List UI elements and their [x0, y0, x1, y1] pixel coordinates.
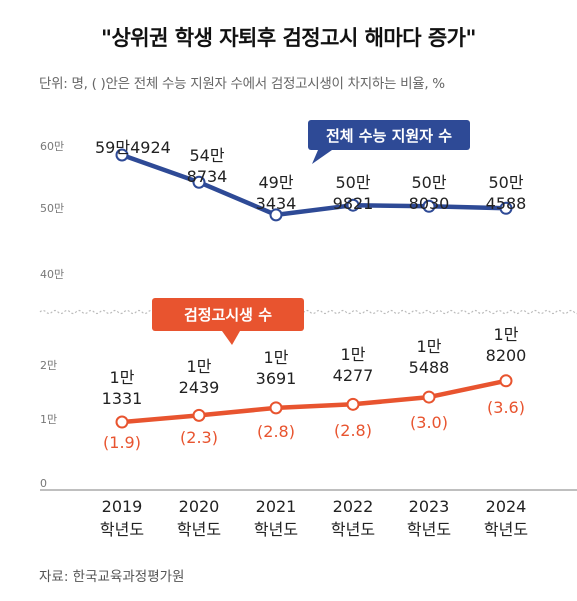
data-label-applicants: 50만	[335, 173, 370, 192]
legend-badge-ged	[152, 298, 304, 331]
data-label-ged: 1만	[494, 325, 519, 344]
x-tick-label: 학년도	[100, 520, 144, 539]
data-label-applicants: 3434	[256, 194, 297, 213]
data-label-applicants: 54만	[189, 146, 224, 165]
percent-label: (3.0)	[410, 413, 448, 432]
data-label-applicants: 50만	[488, 173, 523, 192]
data-label-ged: 5488	[409, 358, 450, 377]
y-tick-label: 40만	[40, 268, 64, 281]
data-label-ged: 1만	[264, 348, 289, 367]
chart-title: "상위권 학생 자퇴후 검정고시 해마다 증가"	[101, 26, 476, 50]
data-label-applicants: 49만	[258, 173, 293, 192]
series-line-ged	[121, 378, 507, 425]
data-point-applicants	[499, 201, 513, 215]
y-tick-label: 2만	[40, 359, 57, 372]
data-label-ged: 8200	[486, 346, 527, 365]
data-label-ged: 2439	[179, 378, 220, 397]
x-tick-label: 2022	[333, 497, 374, 516]
data-point-ged	[192, 408, 206, 422]
data-label-ged: 1만	[187, 357, 212, 376]
data-label-applicants: 8734	[187, 167, 228, 186]
y-tick-label: 0	[40, 477, 47, 490]
chart-subtitle: 단위: 명, ( )안은 전체 수능 지원자 수에서 검정고시생이 차지하는 비…	[39, 76, 445, 92]
data-label-ged: 1만	[417, 337, 442, 356]
x-tick-label: 2019	[102, 497, 143, 516]
source-note: 자료: 한국교육과정평가원	[39, 569, 185, 585]
x-tick-label: 2021	[256, 497, 297, 516]
percent-label: (2.3)	[180, 428, 218, 447]
x-tick-label: 학년도	[254, 520, 298, 539]
data-point-applicants	[269, 208, 283, 222]
x-tick-label: 2023	[409, 497, 450, 516]
data-point-applicants	[422, 199, 436, 213]
legend-label-applicants: 전체 수능 지원자 수	[326, 127, 452, 145]
y-tick-label: 1만	[40, 413, 57, 426]
data-point-ged	[269, 401, 283, 415]
data-label-applicants: 59만4924	[95, 138, 171, 157]
axis-break	[39, 309, 577, 315]
data-point-ged	[115, 415, 129, 429]
legend-label-ged: 검정고시생 수	[184, 306, 272, 324]
x-tick-label: 학년도	[407, 520, 451, 539]
data-point-ged	[346, 397, 360, 411]
series-line-applicants	[121, 152, 507, 218]
x-tick-label: 학년도	[177, 520, 221, 539]
percent-label: (1.9)	[103, 433, 141, 452]
data-label-applicants: 8030	[409, 194, 450, 213]
data-label-ged: 1331	[102, 389, 143, 408]
data-label-ged: 1만	[341, 345, 366, 364]
legend-badge-applicants	[308, 120, 470, 150]
data-label-ged: 4277	[333, 366, 374, 385]
data-label-applicants: 50만	[411, 173, 446, 192]
y-tick-label: 60만	[40, 140, 64, 153]
x-tick-label: 학년도	[484, 520, 528, 539]
data-label-applicants: 4588	[486, 194, 527, 213]
data-point-applicants	[115, 148, 129, 162]
data-point-applicants	[192, 175, 206, 189]
x-tick-label: 2020	[179, 497, 220, 516]
data-point-ged	[499, 374, 513, 388]
data-point-applicants	[346, 198, 360, 212]
data-label-applicants: 9821	[333, 194, 374, 213]
data-label-ged: 3691	[256, 369, 297, 388]
percent-label: (2.8)	[257, 422, 295, 441]
percent-label: (2.8)	[334, 421, 372, 440]
legend-badge-pointer	[222, 331, 240, 345]
data-point-ged	[422, 390, 436, 404]
percent-label: (3.6)	[487, 398, 525, 417]
x-tick-label: 2024	[486, 497, 527, 516]
legend-badge-pointer	[312, 150, 332, 164]
y-tick-label: 50만	[40, 202, 64, 215]
data-label-ged: 1만	[110, 368, 135, 387]
x-tick-label: 학년도	[331, 520, 375, 539]
